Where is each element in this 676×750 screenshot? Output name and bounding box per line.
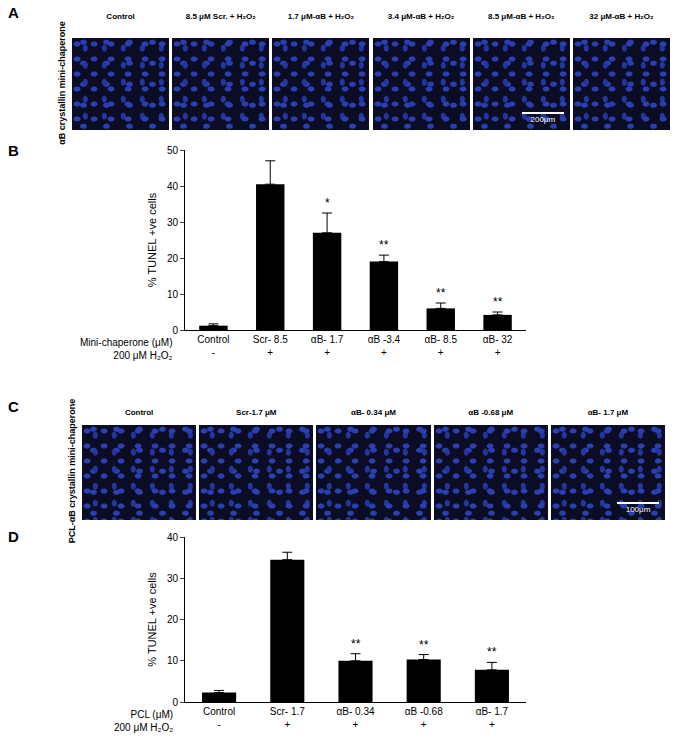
html-text:PCL-αB crystallin mini-chapero: PCL-αB crystallin mini-chaperone (67, 398, 77, 544)
svg-text:40: 40 (167, 181, 179, 192)
html-text:αB- 1.7 μM: αB- 1.7 μM (587, 408, 629, 417)
svg-text:0: 0 (172, 325, 178, 336)
svg-text:PCL (μM)200 μM H₂O₂: PCL (μM)200 μM H₂O₂ (114, 709, 173, 733)
svg-text:30: 30 (167, 573, 179, 584)
html-text:8.5 μM-αB + H₂O₂: 8.5 μM-αB + H₂O₂ (488, 12, 555, 21)
svg-text:30: 30 (167, 217, 179, 228)
svg-text:20: 20 (167, 253, 179, 264)
html-text:100μm: 100μm (625, 505, 651, 514)
svg-text:40: 40 (167, 532, 179, 543)
svg-text:*: * (325, 196, 330, 210)
svg-text:% TUNEL +ve cells: % TUNEL +ve cells (146, 192, 158, 287)
svg-text:αB- 1.7+: αB- 1.7+ (476, 706, 509, 730)
svg-text:αB -0.68+: αB -0.68+ (405, 706, 443, 730)
html-text:C: C (8, 398, 19, 415)
html-text:8.5 μM Scr. + H₂O₂: 8.5 μM Scr. + H₂O₂ (185, 12, 256, 21)
html-text:B: B (8, 142, 19, 159)
html-text:αB- 0.34 μM: αB- 0.34 μM (351, 408, 396, 417)
svg-text:αB- 1.7+: αB- 1.7+ (311, 334, 344, 358)
svg-text:20: 20 (167, 614, 179, 625)
svg-text:αB -3.4+: αB -3.4+ (368, 334, 401, 358)
svg-text:50: 50 (167, 145, 179, 156)
html-text:Control: Control (124, 408, 154, 417)
svg-text:Scr- 1.7+: Scr- 1.7+ (270, 706, 305, 730)
html-text:3.4 μM-αB + H₂O₂: 3.4 μM-αB + H₂O₂ (387, 12, 455, 21)
svg-text:Scr- 8.5+: Scr- 8.5+ (253, 334, 288, 358)
html-text:Control: Control (106, 12, 135, 21)
svg-text:10: 10 (167, 655, 179, 666)
svg-text:**: ** (379, 238, 389, 252)
svg-text:Control-: Control- (197, 334, 229, 358)
svg-text:Control-: Control- (203, 706, 235, 730)
svg-text:**: ** (487, 645, 497, 659)
svg-text:**: ** (493, 295, 503, 309)
html-text:αB crystallin mini-chaperone: αB crystallin mini-chaperone (57, 21, 67, 145)
svg-text:**: ** (436, 286, 446, 300)
html-text:D: D (8, 528, 19, 545)
html-text:A: A (8, 4, 19, 21)
svg-text:αB- 8.5+: αB- 8.5+ (425, 334, 458, 358)
html-text:200μm: 200μm (530, 115, 556, 124)
svg-text:0: 0 (172, 697, 178, 708)
html-text:αB -0.68 μM: αB -0.68 μM (468, 408, 514, 417)
html-text:1.7 μM-αB + H₂O₂: 1.7 μM-αB + H₂O₂ (287, 12, 355, 21)
svg-text:10: 10 (167, 289, 179, 300)
svg-text:% TUNEL +ve cells: % TUNEL +ve cells (146, 572, 158, 667)
svg-text:αB- 32+: αB- 32+ (483, 334, 513, 358)
svg-text:**: ** (351, 637, 361, 651)
svg-text:Mini-chaperone (μM)200 μM H₂O₂: Mini-chaperone (μM)200 μM H₂O₂ (80, 337, 173, 361)
svg-text:αB- 0.34+: αB- 0.34+ (336, 706, 374, 730)
svg-text:**: ** (419, 638, 429, 652)
html-text:Scr-1.7 μM: Scr-1.7 μM (236, 408, 277, 417)
html-text:32 μM-αB + H₂O₂: 32 μM-αB + H₂O₂ (589, 12, 654, 21)
